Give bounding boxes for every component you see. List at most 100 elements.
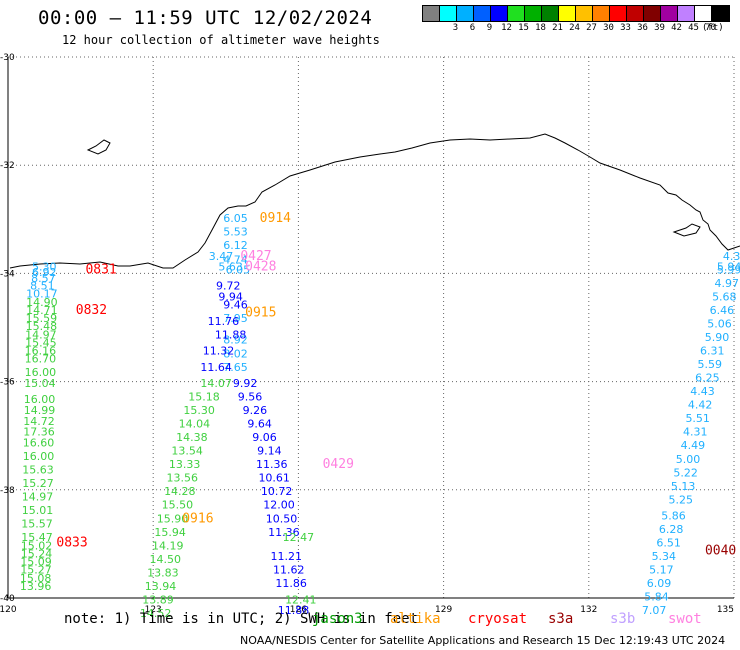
- wave-height-value: 10.17: [26, 288, 58, 301]
- wave-height-value: 4.42: [688, 399, 713, 412]
- wave-height-value: 14.97: [25, 328, 57, 341]
- wave-height-value: 5.99: [717, 263, 740, 276]
- scale-label: 42: [671, 23, 682, 33]
- wave-height-value: 15.27: [22, 477, 54, 490]
- pass-time-label: 0831: [85, 262, 116, 277]
- wave-height-value: 14.52: [140, 607, 172, 620]
- wave-height-value: 10.72: [261, 485, 293, 498]
- scale-label: 39: [654, 23, 665, 33]
- recherche-island: [86, 139, 111, 155]
- scale-label: 21: [552, 23, 563, 33]
- wave-height-value: 9.64: [247, 418, 272, 431]
- scale-label: 18: [535, 23, 546, 33]
- wave-height-value: 16.16: [25, 345, 57, 358]
- mission-swot: swot: [668, 611, 702, 627]
- track-east: 4.35.945.994.975.686.465.065.906.315.596…: [642, 250, 740, 617]
- wave-height-value: 11.64: [200, 361, 232, 374]
- pass-time-label: 0915: [245, 306, 276, 321]
- scale-label: 6: [469, 23, 476, 33]
- track-central-b: 9.729.949.4611.7611.8811.3211.649.929.56…: [200, 280, 309, 618]
- wave-height-value: 8.51: [30, 280, 55, 293]
- wave-height-value: 15.90: [157, 512, 189, 525]
- scale-label: 33: [620, 23, 631, 33]
- scale-label: 24: [569, 23, 580, 33]
- wave-height-value: 5.34: [652, 550, 677, 563]
- wave-height-value: 15.48: [26, 320, 58, 333]
- mission-s3b: s3b: [610, 611, 636, 627]
- wave-height-value: 11.88: [215, 328, 247, 341]
- wave-height-value: 14.90: [26, 296, 58, 309]
- pass-time-label: 0916: [182, 511, 213, 526]
- wave-height-value: 11.21: [271, 550, 303, 563]
- wave-height-value: 5.53: [223, 226, 248, 239]
- wave-height-value: 9.56: [238, 391, 263, 404]
- wave-height-value: 5.90: [705, 331, 730, 344]
- wave-height-value: 14.28: [164, 485, 196, 498]
- lat-tick-label: -34: [0, 269, 15, 279]
- wave-height-value: 5.84: [644, 591, 669, 604]
- wave-height-value: 14.71: [26, 304, 58, 317]
- lon-tick-label: 129: [435, 605, 452, 615]
- wave-height-value: 8.92: [223, 334, 248, 347]
- scale-label: 9: [486, 23, 493, 33]
- wave-height-value: 9.26: [243, 404, 268, 417]
- wave-height-value: 15.57: [21, 518, 53, 531]
- wave-height-value: 10.61: [258, 472, 290, 485]
- wave-height-value: 13.89: [142, 593, 174, 606]
- wave-height-value: 5.94: [717, 261, 740, 274]
- wave-height-value: 6.05: [226, 263, 251, 276]
- wave-height-value: 7.07: [642, 604, 667, 617]
- wave-height-value: 11.86: [275, 577, 307, 590]
- pass-time-label: 0832: [76, 303, 107, 318]
- wave-height-value: 5.68: [712, 290, 737, 303]
- pass-time-label: 0833: [56, 536, 87, 551]
- wave-height-value: 12.47: [283, 531, 315, 544]
- wave-height-value: 5.13: [671, 480, 696, 493]
- scale-label: 12: [501, 23, 512, 33]
- wave-height-value: 9.72: [216, 280, 241, 293]
- wave-height-value: 14.04: [179, 418, 211, 431]
- wave-height-value: 13.94: [145, 580, 177, 593]
- track-central-a: 6.055.536.123.474.745.636.057.958.928.02…: [209, 212, 250, 374]
- track-central-green: 14.0715.1815.3014.0414.3813.5413.3313.56…: [140, 377, 317, 620]
- map-title: 00:00 — 11:59 UTC 12/02/2024: [38, 7, 373, 29]
- wave-height-value: 13.33: [169, 458, 201, 471]
- scale-label: 27: [586, 23, 597, 33]
- wave-height-value: 8.57: [31, 272, 56, 285]
- lon-tick-label: 126: [290, 605, 307, 615]
- wave-height-value: 11.62: [273, 564, 305, 577]
- wave-height-value: 15.27: [20, 564, 52, 577]
- wave-height-value: 8.02: [223, 347, 248, 360]
- wave-height-value: 13.96: [20, 580, 52, 593]
- wave-height-value: 14.50: [150, 553, 182, 566]
- wave-height-value: 12.41: [285, 593, 317, 606]
- wave-height-value: 16.70: [25, 353, 57, 366]
- note-text: note: 1) Time is in UTC; 2) SWH is in fe…: [64, 611, 419, 627]
- wave-height-value: 5.00: [676, 453, 701, 466]
- wave-height-value: 7.95: [223, 312, 248, 325]
- lat-tick-label: -38: [0, 486, 15, 496]
- scale-label: 45: [688, 23, 699, 33]
- wave-height-value: 14.97: [22, 491, 54, 504]
- wave-height-value: 16.00: [23, 450, 55, 463]
- wave-height-value: 13.54: [171, 445, 203, 458]
- map-subtitle: 12 hour collection of altimeter wave hei…: [62, 33, 380, 47]
- wave-height-value: 5.86: [661, 510, 686, 523]
- track-west-green: 14.9014.7115.5915.4814.9715.4516.1616.70…: [20, 296, 58, 593]
- wave-height-value: 6.92: [32, 266, 57, 279]
- wave-height-value: 15.45: [25, 336, 57, 349]
- wave-height-value: 15.04: [24, 377, 56, 390]
- wave-height-value: 11.32: [203, 345, 235, 358]
- scale-label: 30: [603, 23, 614, 33]
- scale-swatch: [711, 5, 730, 22]
- wave-height-value: 11.36: [256, 458, 288, 471]
- pass-time-label: 0040: [705, 544, 736, 559]
- lon-tick-label: 123: [145, 605, 162, 615]
- wave-height-value: 15.18: [188, 391, 220, 404]
- lat-lon-grid: [7, 56, 735, 599]
- mission-altika: altika: [390, 611, 441, 627]
- wave-height-value: 7.65: [223, 361, 248, 374]
- wave-height-value: 10.50: [266, 512, 298, 525]
